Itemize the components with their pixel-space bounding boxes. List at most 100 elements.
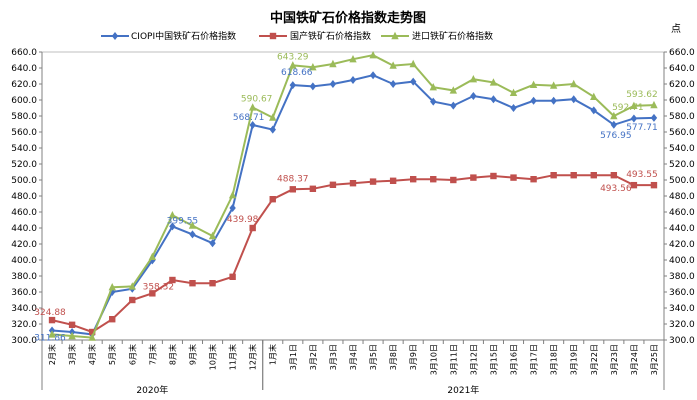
series-point-2 (509, 88, 518, 96)
y-tick-label-right: 380.0 (669, 272, 695, 282)
y-tick-label: 600.0 (11, 96, 37, 106)
y-tick-label: 300.0 (11, 336, 37, 346)
series-point-1 (349, 180, 357, 187)
series-point-2 (449, 86, 458, 94)
series-point-2 (188, 221, 197, 229)
y-tick-label: 340.0 (11, 304, 37, 314)
data-label: 493.55 (626, 170, 658, 180)
y-tick-label-right: 600.0 (669, 96, 695, 106)
series-point-1 (249, 224, 256, 232)
series-point-1 (309, 185, 317, 192)
series-point-0 (269, 125, 276, 134)
data-label: 324.88 (34, 308, 66, 318)
x-tick-label: 3月17日 (530, 344, 539, 375)
legend-item-domestic: 国产铁矿石价格指数 (259, 30, 371, 42)
series-1 (48, 172, 658, 336)
legend-label-ciopi: CIOPI中国铁矿石价格指数 (131, 30, 236, 42)
series-point-2 (549, 81, 558, 89)
y-tick-label-right: 400.0 (669, 256, 695, 266)
y-tick-label: 620.0 (11, 80, 37, 90)
series-point-2 (228, 191, 237, 199)
y-tick-label: 640.0 (11, 64, 37, 74)
data-label: 311.86 (34, 334, 66, 344)
data-label: 358.32 (143, 282, 175, 292)
series-point-1 (68, 321, 76, 328)
year-label: 2021年 (447, 384, 479, 396)
x-tick-label: 3月23日 (610, 344, 619, 375)
series-point-0 (490, 95, 497, 104)
series-point-2 (329, 59, 337, 68)
y-tick-label-right: 500.0 (669, 176, 695, 186)
y-tick-label: 320.0 (11, 320, 37, 330)
legend-marker-0 (111, 32, 119, 40)
legend-item-ciopi: CIOPI中国铁矿石价格指数 (101, 30, 236, 42)
y-tick-label: 660.0 (11, 48, 37, 58)
y-tick-label: 360.0 (11, 288, 37, 298)
data-label: 568.71 (233, 113, 265, 123)
series-point-2 (148, 252, 157, 260)
y-tick-label-right: 580.0 (669, 112, 695, 122)
series-point-1 (189, 280, 196, 287)
y-tick-label: 560.0 (11, 128, 37, 138)
series-point-2 (208, 231, 217, 240)
series-point-1 (610, 172, 618, 179)
series-point-1 (209, 280, 216, 287)
y-tick-label-right: 300.0 (669, 336, 695, 346)
series-2 (48, 51, 658, 341)
y-tick-label-right: 320.0 (669, 320, 695, 330)
x-tick-label: 3月3日 (329, 344, 338, 370)
series-point-2 (389, 61, 397, 69)
y-tick-label: 420.0 (11, 240, 37, 250)
x-tick-label: 3月24日 (630, 344, 639, 375)
series-point-0 (349, 76, 357, 84)
series-point-1 (389, 177, 397, 184)
data-label: 618.66 (281, 68, 313, 78)
legend-label-import: 进口铁矿石价格指数 (412, 30, 493, 42)
y-tick-label-right: 640.0 (669, 64, 695, 74)
y-tick-label: 380.0 (11, 272, 37, 282)
series-point-1 (550, 172, 557, 179)
series-point-2 (469, 75, 478, 83)
series-0 (48, 71, 658, 339)
x-tick-label: 4月末 (87, 344, 97, 365)
series-point-1 (409, 176, 417, 183)
y-tick-label-right: 520.0 (669, 160, 695, 170)
x-tick-label: 5月末 (107, 344, 117, 365)
series-point-2 (529, 80, 538, 88)
x-tick-label: 12月末 (248, 344, 258, 370)
series-line-1 (51, 174, 654, 334)
y-tick-label-right: 420.0 (669, 240, 695, 250)
series-point-2 (48, 330, 56, 338)
series-point-1 (109, 316, 116, 323)
y-tick-label: 540.0 (11, 144, 37, 154)
series-point-0 (389, 80, 397, 88)
series-point-1 (430, 176, 437, 183)
data-labels: 311.86 324.88 358.32 399.55 439.98 568.71 590.… (34, 52, 657, 343)
series-point-0 (550, 96, 557, 105)
series-point-1 (48, 316, 56, 324)
x-tick-label: 10月末 (208, 344, 218, 370)
series-point-2 (349, 55, 357, 63)
series-point-0 (309, 82, 317, 91)
data-label: 493.56 (600, 184, 632, 194)
series-point-2 (168, 211, 177, 219)
x-tick-label: 3月2日 (309, 344, 318, 370)
y-tick-label-right: 540.0 (669, 144, 695, 154)
data-label: 576.95 (600, 131, 632, 141)
series-point-0 (630, 114, 638, 123)
series-point-0 (209, 239, 216, 248)
legend: CIOPI中国铁矿石价格指数 国产铁矿石价格指数 进口铁矿石价格指数 (101, 30, 493, 42)
series-point-0 (189, 230, 196, 239)
series-point-1 (329, 181, 337, 188)
series-point-2 (489, 78, 498, 86)
x-tick-label: 3月末 (67, 344, 77, 365)
x-tick-label: 3月5日 (369, 344, 378, 370)
y-tick-label-right: 480.0 (669, 192, 695, 202)
x-tick-label: 3月9日 (409, 344, 418, 370)
y-tick-label: 580.0 (11, 112, 37, 122)
x-tick-label: 3月15日 (489, 344, 498, 375)
series-point-1 (269, 196, 276, 203)
data-label: 643.29 (277, 52, 309, 62)
